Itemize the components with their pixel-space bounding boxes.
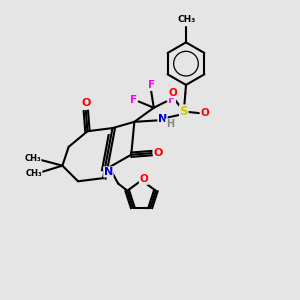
Text: CH₃: CH₃: [178, 15, 196, 24]
Text: O: O: [154, 148, 163, 158]
Text: F: F: [130, 95, 137, 105]
Text: O: O: [169, 88, 177, 98]
Text: O: O: [201, 108, 209, 118]
Text: CH₃: CH₃: [24, 154, 41, 163]
Text: O: O: [140, 174, 148, 184]
Text: H: H: [166, 119, 174, 129]
Text: S: S: [179, 105, 188, 118]
Text: F: F: [168, 95, 175, 105]
Text: N: N: [158, 114, 167, 124]
Text: N: N: [104, 167, 113, 177]
Text: O: O: [81, 98, 91, 108]
Text: CH₃: CH₃: [25, 169, 42, 178]
Text: F: F: [148, 80, 155, 90]
